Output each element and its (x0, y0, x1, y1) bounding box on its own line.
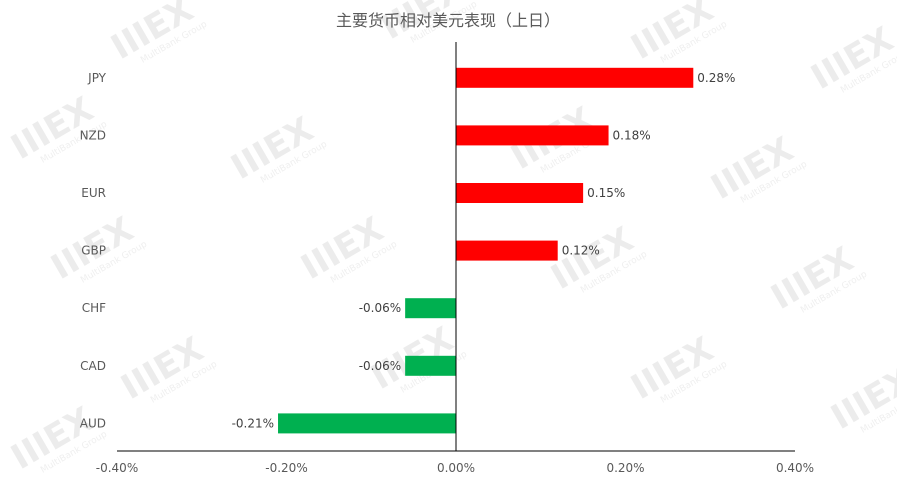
data-label-nzd: 0.18% (613, 128, 651, 142)
category-label-gbp: GBP (81, 244, 106, 258)
data-label-aud: -0.21% (232, 416, 274, 430)
x-tick-label: 0.00% (437, 461, 475, 475)
category-label-aud: AUD (80, 416, 106, 430)
bar-jpy (456, 67, 694, 88)
bar-cad (405, 355, 456, 376)
x-tick-label: 0.20% (606, 461, 644, 475)
data-label-jpy: 0.28% (697, 71, 735, 85)
data-label-gbp: 0.12% (562, 244, 600, 258)
x-tick-label: 0.40% (776, 461, 814, 475)
x-tick-labels: -0.40% -0.20% 0.00% 0.20% 0.40% (96, 461, 814, 475)
bar-eur (456, 183, 584, 203)
data-labels: 0.28% 0.18% 0.15% 0.12% -0.06% -0.06% -0.21% (232, 71, 736, 431)
category-label-chf: CHF (82, 301, 106, 315)
axes (117, 42, 795, 452)
category-label-jpy: JPY (87, 71, 107, 85)
data-label-eur: 0.15% (587, 186, 625, 200)
x-tick-label: -0.20% (265, 461, 307, 475)
bar-nzd (456, 125, 609, 146)
x-tick-label: -0.40% (96, 461, 138, 475)
chart-title: 主要货币相对美元表现（上日） (336, 11, 560, 30)
bar-aud (278, 413, 456, 434)
data-label-cad: -0.06% (359, 359, 401, 373)
category-labels: JPY NZD EUR GBP CHF CAD AUD (80, 71, 107, 431)
bar-gbp (456, 240, 558, 261)
category-label-cad: CAD (80, 359, 106, 373)
category-label-nzd: NZD (80, 128, 106, 142)
data-label-chf: -0.06% (359, 301, 401, 315)
bars (278, 67, 694, 434)
category-label-eur: EUR (81, 186, 106, 200)
bar-chf (405, 298, 456, 319)
